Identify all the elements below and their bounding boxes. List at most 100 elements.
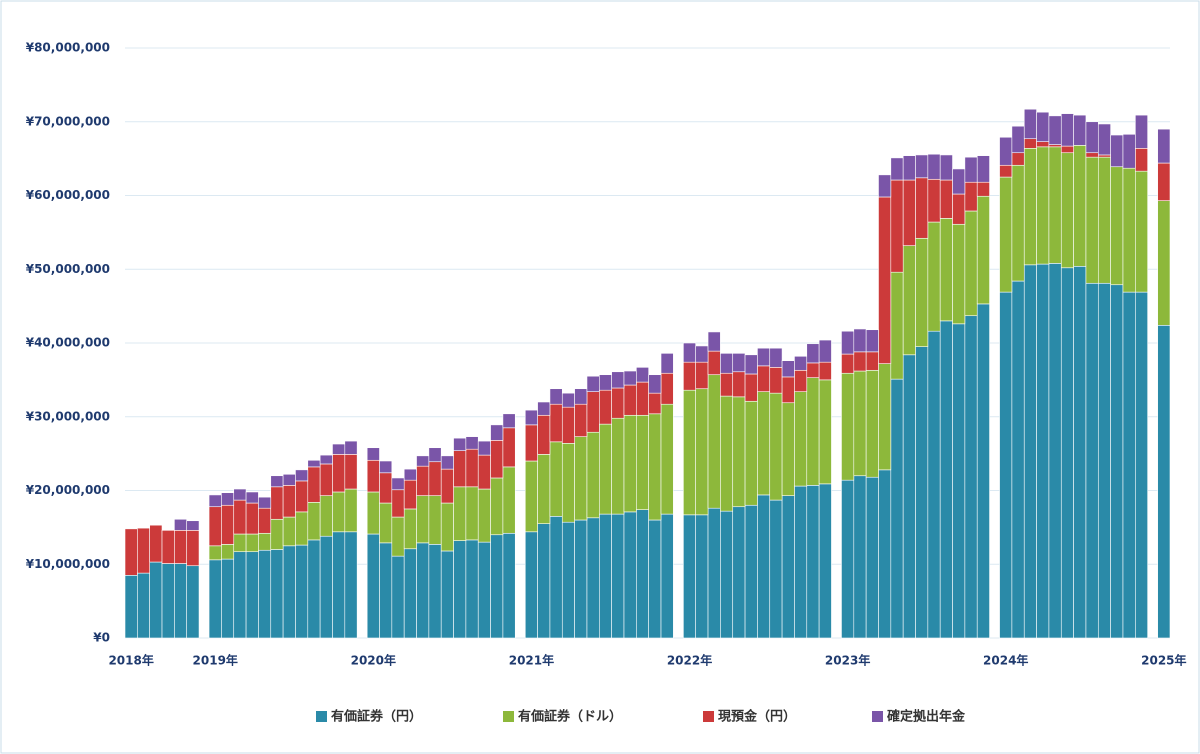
bar-segment — [295, 480, 309, 513]
bar-segment — [149, 524, 163, 563]
bar-segment — [1085, 152, 1099, 158]
bar-segment — [744, 354, 758, 375]
bar-segment — [344, 531, 358, 639]
bar-segment — [561, 521, 575, 639]
bar-segment — [732, 371, 746, 398]
bar-segment — [939, 179, 953, 219]
bar-segment — [781, 402, 795, 496]
bar-segment — [270, 549, 284, 639]
bar-segment — [1060, 113, 1074, 147]
bar-segment — [757, 494, 771, 639]
x-tick-label: 2021年 — [509, 653, 554, 668]
bar-segment — [732, 353, 746, 373]
bar-segment — [428, 461, 442, 496]
bar-segment — [769, 499, 783, 639]
bar-segment — [695, 345, 709, 363]
bar-segment — [586, 431, 600, 519]
bar-segment — [794, 485, 808, 639]
bar-segment — [319, 454, 333, 465]
bar-segment — [853, 351, 867, 372]
y-tick-label: ¥70,000,000 — [26, 114, 110, 128]
bar-segment — [161, 530, 175, 564]
bar-segment — [1011, 152, 1025, 166]
bar-segment — [915, 177, 929, 239]
bar-segment — [440, 502, 454, 552]
y-tick-label: ¥20,000,000 — [26, 483, 110, 497]
bar-segment — [319, 495, 333, 537]
bar-segment — [952, 223, 966, 325]
bar-segment — [1157, 200, 1171, 326]
bar-segment — [574, 388, 588, 405]
bar-segment — [428, 447, 442, 463]
bar-segment — [1011, 125, 1025, 154]
bar-segment — [403, 548, 417, 639]
bar-segment — [878, 469, 892, 639]
bar-segment — [366, 491, 380, 535]
bar-segment — [890, 179, 904, 273]
x-tick-label: 2025年 — [1141, 653, 1186, 668]
bar-segment — [732, 506, 746, 639]
bar-segment — [890, 378, 904, 639]
bar-segment — [964, 210, 978, 317]
bar-segment — [806, 343, 820, 364]
bar-segment — [648, 374, 662, 394]
bar-segment — [549, 403, 563, 443]
bar-segment — [611, 513, 625, 639]
bar-segment — [648, 392, 662, 415]
bar-segment — [490, 534, 504, 639]
bar-segment — [611, 371, 625, 389]
bar-segment — [720, 395, 734, 512]
bar-segment — [841, 479, 855, 639]
bar-segment — [1048, 115, 1062, 145]
bar-segment — [1023, 264, 1037, 639]
bar-segment — [599, 389, 612, 425]
bar-segment — [1135, 170, 1148, 293]
bar-segment — [574, 403, 588, 437]
bar-segment — [502, 413, 516, 429]
bar-segment — [1122, 167, 1136, 293]
bar-segment — [915, 237, 929, 347]
bar-segment — [806, 485, 820, 639]
bar-segment — [221, 558, 235, 639]
bar-segment — [233, 533, 247, 553]
bar-segment — [366, 533, 380, 639]
bar-segment — [440, 455, 454, 470]
bar-segment — [902, 179, 916, 246]
bar-segment — [927, 221, 941, 332]
bar-segment — [611, 387, 625, 419]
bar-segment — [952, 168, 966, 195]
bar-segment — [865, 351, 879, 371]
bar-segment — [806, 362, 820, 378]
bar-segment — [781, 360, 795, 378]
bar-segment — [878, 196, 892, 364]
bar-segment — [976, 195, 990, 305]
bar-segment — [636, 367, 649, 383]
bar-segment — [379, 460, 393, 474]
bar-segment — [490, 424, 504, 441]
bar-segment — [878, 363, 892, 471]
bar-segment — [465, 436, 479, 450]
bar-segment — [878, 174, 892, 198]
bar-segment — [295, 544, 309, 639]
bar-segment — [683, 361, 696, 391]
bar-segment — [927, 330, 941, 639]
y-tick-label: ¥80,000,000 — [26, 41, 110, 55]
bar-segment — [865, 476, 879, 639]
bar-segment — [732, 396, 746, 508]
bar-segment — [208, 559, 222, 639]
bar-segment — [490, 477, 504, 536]
bar-segment — [221, 544, 235, 560]
bar-segment — [769, 367, 783, 394]
bar-segment — [307, 501, 321, 541]
bar-segment — [453, 450, 467, 488]
bar-segment — [537, 523, 551, 639]
bar-segment — [416, 495, 430, 544]
bar-segment — [332, 491, 346, 533]
bar-segment — [270, 518, 284, 550]
bar-segment — [902, 354, 916, 639]
bar-segment — [477, 541, 491, 639]
bar-segment — [1110, 284, 1124, 639]
bar-segment — [599, 423, 612, 515]
bar-segment — [282, 485, 296, 518]
